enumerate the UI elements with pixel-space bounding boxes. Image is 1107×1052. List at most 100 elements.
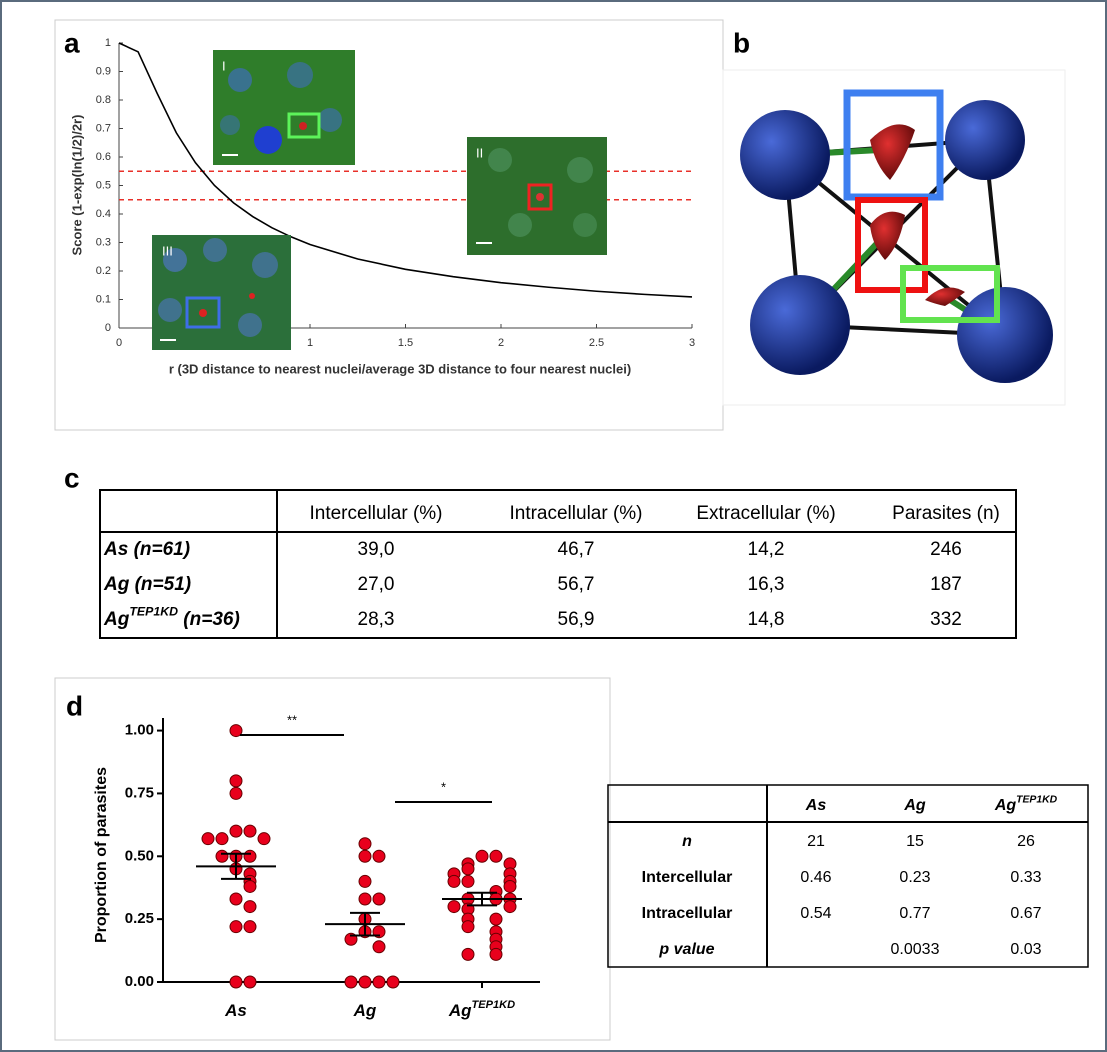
panel-label: c (64, 462, 80, 493)
point (216, 833, 228, 845)
point (244, 825, 256, 837)
x-tick-label: 3 (689, 337, 695, 349)
table-cell: 14,8 (748, 609, 785, 630)
y-tick-label: 0.8 (96, 94, 111, 106)
x-tick-label: Ag (353, 1001, 377, 1020)
point (448, 875, 460, 887)
column-header: Ag (903, 797, 926, 814)
column-header: Parasites (n) (892, 503, 1000, 524)
point (359, 838, 371, 850)
y-tick-label: 0 (105, 322, 111, 334)
table-cell: 332 (930, 609, 962, 630)
point (476, 850, 488, 862)
point (230, 976, 242, 988)
y-tick-label: 0.00 (125, 973, 154, 990)
row-label: Intracellular (642, 905, 733, 922)
column-header: As (805, 797, 827, 814)
panel-label: b (733, 27, 750, 58)
table-cell: 14,2 (748, 539, 785, 560)
row-label-part: As (n=61) (103, 539, 190, 560)
point (244, 880, 256, 892)
point (230, 893, 242, 905)
panel-label: d (66, 690, 83, 721)
point (359, 893, 371, 905)
x-tick-label: 0 (116, 337, 122, 349)
inset-label: II (476, 145, 483, 160)
table-cell: 246 (930, 539, 962, 560)
y-tick-label: 0.3 (96, 236, 111, 248)
point (490, 948, 502, 960)
point (448, 901, 460, 913)
y-tick-label: 0.50 (125, 847, 154, 864)
point (359, 875, 371, 887)
point (244, 850, 256, 862)
point (345, 976, 357, 988)
inset-label: III (162, 243, 173, 258)
table-cell: 56,9 (558, 609, 595, 630)
x-tick-label-part: Ag (448, 1001, 472, 1020)
column-header-part: As (805, 797, 827, 814)
point (359, 850, 371, 862)
x-axis-label: r (3D distance to nearest nuclei/average… (169, 361, 631, 376)
y-tick-label: 0.5 (96, 179, 111, 191)
inset: I (213, 50, 355, 165)
point (230, 921, 242, 933)
figure: a b c d 00.10.20.30.40.50.60.70.80.9100.… (0, 0, 1107, 1052)
row-label: Intercellular (642, 869, 733, 886)
table-cell: 0.77 (899, 905, 930, 922)
point (462, 863, 474, 875)
significance-label: * (441, 779, 446, 794)
point (230, 787, 242, 799)
point (462, 948, 474, 960)
table-cell: 0.67 (1010, 905, 1041, 922)
x-tick-label: 2.5 (589, 337, 604, 349)
table-cell: 187 (930, 574, 962, 595)
y-tick-label: 0.6 (96, 151, 111, 163)
x-tick-label: 1.5 (398, 337, 413, 349)
x-tick-label: 1 (307, 337, 313, 349)
inset: III (152, 235, 291, 350)
point (230, 825, 242, 837)
y-tick-label: 0.75 (125, 784, 154, 801)
column-header: Intercellular (%) (309, 503, 442, 524)
table-cell: 0.0033 (891, 941, 940, 958)
point (359, 976, 371, 988)
panel-label: a (64, 27, 80, 58)
row-label-sup: TEP1KD (129, 605, 178, 619)
point (387, 976, 399, 988)
y-tick-label: 1 (105, 37, 111, 49)
point (230, 775, 242, 787)
x-tick-label: As (224, 1001, 247, 1020)
table-cell: 21 (807, 833, 825, 850)
y-tick-label: 0.9 (96, 65, 111, 77)
point (504, 880, 516, 892)
row-label-part: Ag (103, 609, 130, 630)
column-header-part: Ag (994, 797, 1017, 814)
y-tick-label: 0.1 (96, 293, 111, 305)
column-header-part: Ag (903, 797, 926, 814)
point (490, 913, 502, 925)
table-cell: 0.46 (800, 869, 831, 886)
row-label-part: Ag (n=51) (103, 574, 191, 595)
table-cell: 27,0 (358, 574, 395, 595)
point (244, 921, 256, 933)
point (462, 921, 474, 933)
table-cell: 39,0 (358, 539, 395, 560)
table-cell: 0.33 (1010, 869, 1041, 886)
table-cell: 16,3 (748, 574, 785, 595)
y-tick-label: 0.2 (96, 265, 111, 277)
table-cell: 46,7 (558, 539, 595, 560)
point (373, 941, 385, 953)
y-axis-label: Proportion of parasites (93, 767, 110, 943)
point (490, 850, 502, 862)
table-cell: 0.03 (1010, 941, 1041, 958)
point (373, 976, 385, 988)
row-label-part: (n=36) (178, 609, 240, 630)
y-tick-label: 0.4 (96, 208, 111, 220)
row-label: As (n=61) (103, 539, 190, 560)
point (216, 850, 228, 862)
table-cell: 28,3 (358, 609, 395, 630)
point (373, 850, 385, 862)
point (462, 875, 474, 887)
row-label: n (682, 833, 692, 850)
